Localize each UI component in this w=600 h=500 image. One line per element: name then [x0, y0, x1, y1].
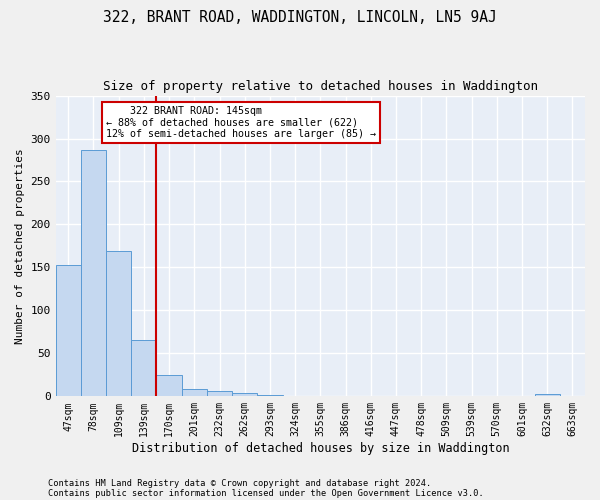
X-axis label: Distribution of detached houses by size in Waddington: Distribution of detached houses by size … [131, 442, 509, 455]
Bar [182, 388, 207, 396]
Text: Contains HM Land Registry data © Crown copyright and database right 2024.: Contains HM Land Registry data © Crown c… [48, 478, 431, 488]
Title: Size of property relative to detached houses in Waddington: Size of property relative to detached ho… [103, 80, 538, 93]
Bar [81, 150, 106, 396]
Bar [232, 393, 257, 396]
Text: Contains public sector information licensed under the Open Government Licence v3: Contains public sector information licen… [48, 488, 484, 498]
Bar [257, 394, 283, 396]
Bar [157, 375, 182, 396]
Bar [131, 340, 157, 396]
Y-axis label: Number of detached properties: Number of detached properties [15, 148, 25, 344]
Text: 322 BRANT ROAD: 145sqm    
← 88% of detached houses are smaller (622)
12% of sem: 322 BRANT ROAD: 145sqm ← 88% of detached… [106, 106, 376, 139]
Text: 322, BRANT ROAD, WADDINGTON, LINCOLN, LN5 9AJ: 322, BRANT ROAD, WADDINGTON, LINCOLN, LN… [103, 10, 497, 25]
Bar [535, 394, 560, 396]
Bar [106, 251, 131, 396]
Bar [207, 391, 232, 396]
Bar [56, 265, 81, 396]
